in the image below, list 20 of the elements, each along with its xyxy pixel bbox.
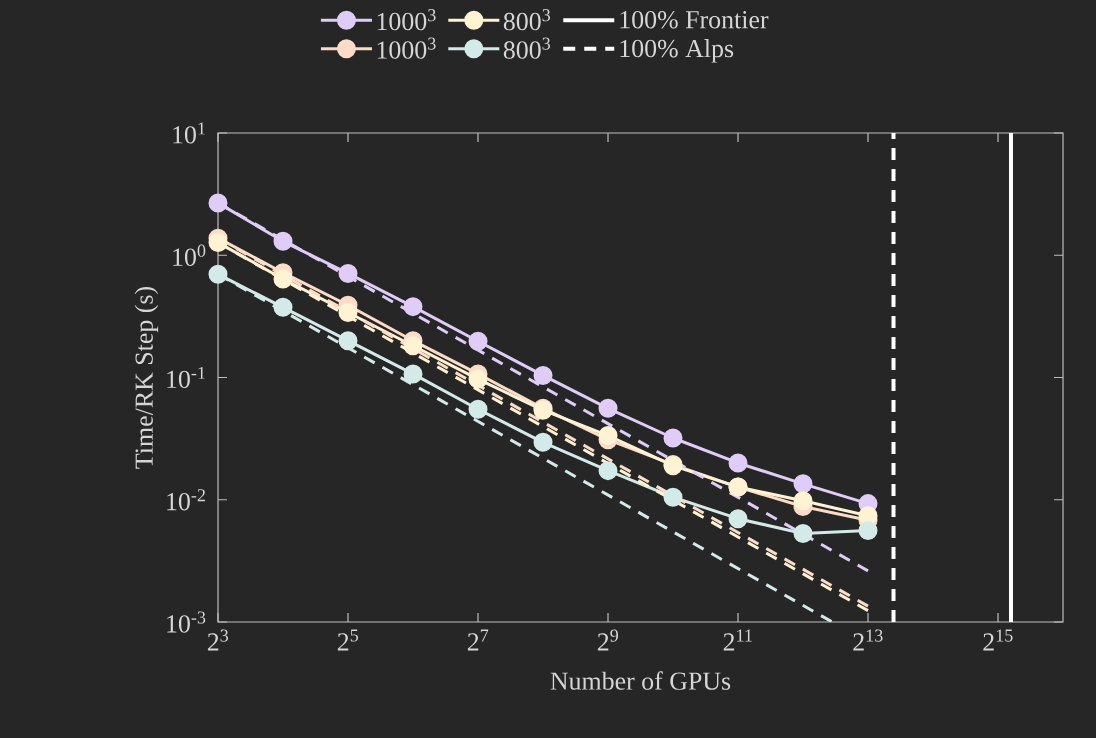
x-tick-label: 2$^{15}$ [983, 629, 1013, 651]
y-tick-label: 10$^{-1}$ [167, 366, 205, 389]
x-tick-label: 2$^{7}$ [467, 629, 489, 651]
y-tick-label: 10$^{1}$ [173, 122, 205, 144]
y-tick-label: 10$^{-3}$ [167, 611, 206, 633]
legend-label: 1000$^{3}$ [377, 37, 436, 59]
y-axis-title: Time/RK Step (s) [134, 287, 159, 469]
legend-label: 1000$^{3}$ [377, 9, 436, 31]
legend-label: 100% Frontier [620, 10, 769, 29]
x-tick-label: 2$^{13}$ [853, 629, 883, 651]
y-tick-label: 10$^{-2}$ [167, 489, 205, 511]
legend-label: 800$^{3}$ [503, 9, 551, 31]
x-tick-label: 2$^{11}$ [723, 629, 752, 651]
x-tick-label: 2$^{3}$ [207, 629, 229, 651]
x-tick-label: 2$^{5}$ [337, 629, 359, 651]
x-tick-label: 2$^{9}$ [597, 629, 619, 651]
x-axis-title: Number of GPUs [550, 671, 731, 690]
legend-label: 800$^{3}$ [503, 37, 551, 59]
y-tick-label: 10$^{0}$ [173, 244, 206, 266]
legend-label: 100% Alps [620, 39, 734, 63]
